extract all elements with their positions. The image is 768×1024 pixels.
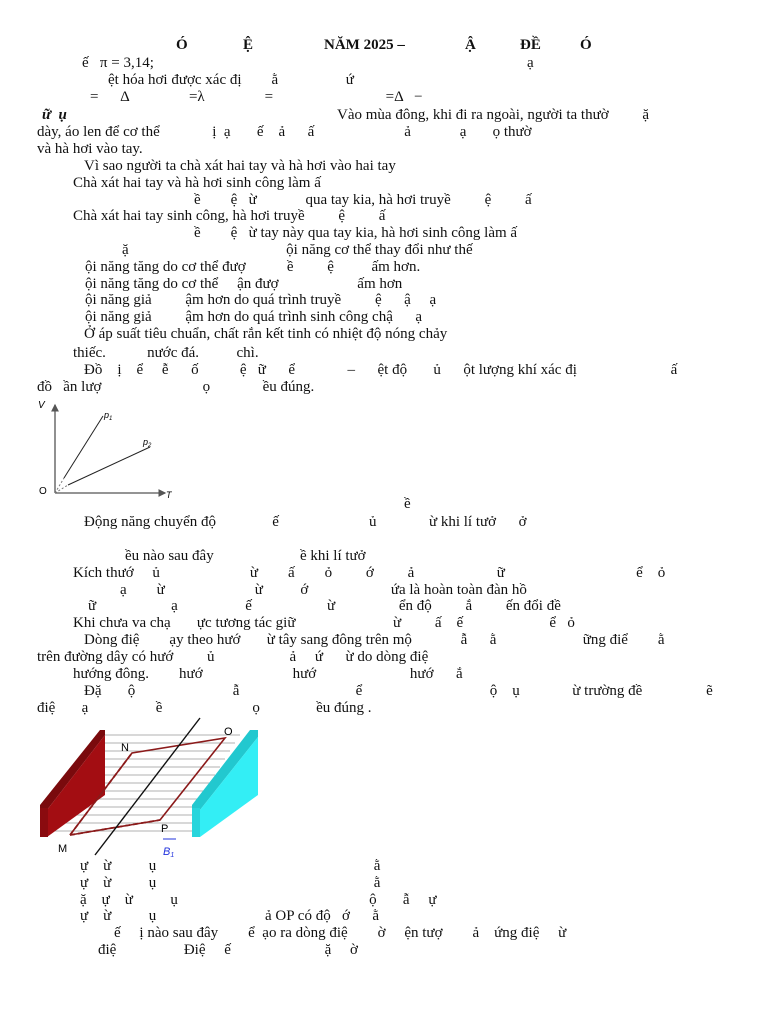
answer-option: ội năng tăng do cơ thể đượ ề ệ ấm hơn.: [85, 259, 421, 275]
text-line: dày, áo len để cơ thể ị ạ ế ả ấ ả ạ ọ th…: [37, 124, 532, 140]
p2-label: p2: [142, 437, 152, 449]
origin-label: O: [39, 486, 47, 497]
section-label: ữ ụ: [42, 107, 67, 123]
right-plate: [200, 737, 258, 837]
text-line: ệt hóa hơi được xác đị ằ ứ: [108, 72, 354, 88]
title-part: Ậ: [465, 37, 476, 53]
title-part: Ó: [580, 37, 592, 53]
left-plate-edge: [40, 808, 48, 837]
answer-option: ội năng tăng do cơ thể ận đượ ấm hơn: [85, 276, 403, 292]
answer-option: ự ừ ụ ằ: [80, 875, 381, 891]
field-lines: [50, 734, 240, 832]
right-plate-edge: [192, 808, 200, 837]
text-fragment: ạ: [527, 55, 534, 71]
question: Vì sao người ta chà xát hai tay và hà hơ…: [84, 158, 396, 174]
p2-isobar: [67, 446, 151, 486]
answer-option: ề ệ ừ qua tay kia, hà hơi truyề ệ ấ: [194, 192, 532, 208]
text-line: Vào mùa đông, khi đi ra ngoài, người ta …: [337, 107, 650, 123]
formula-line: = Δ =λ = =Δ −: [90, 89, 423, 105]
question: điệ ạ ề ọ ều đúng .: [37, 700, 372, 716]
right-plate-top: [192, 730, 258, 810]
p2-extrapolation: [54, 484, 69, 494]
loop-side-mn: [69, 752, 133, 836]
magnetic-field-figure: N O P M B1: [40, 717, 258, 859]
constants-line: ế π = 3,14;: [82, 55, 154, 71]
question: Dòng điệ ạy theo hướ ừ tây sang đông trê…: [84, 632, 665, 648]
question: Đặ ộ ẫ ể ộ ụ ừ trường đề ẽ: [84, 683, 713, 699]
answer-option: ự ừ ụ ằ: [80, 858, 381, 874]
field-label: B1: [163, 846, 174, 859]
answer-option: ề ệ ừ tay này qua tay kia, hà hơi sinh c…: [194, 225, 518, 241]
answer-option: ặ ự ừ ụ ộ ẫ ự: [80, 892, 437, 908]
answer-options: hướng đông. hướ hướ hướ ắ: [73, 666, 463, 682]
answer-options: thiếc. nước đá. chì.: [73, 345, 259, 361]
t-axis-label: T: [166, 490, 173, 500]
p1-label: p1: [103, 410, 112, 422]
question: ều nào sau đây ề khi lí tưở: [125, 548, 366, 564]
title-part: Ó: [176, 37, 188, 53]
answer-option: ự ừ ụ ả OP có độ ớ ằ: [80, 908, 380, 924]
answer-option: ội năng giả ậm hơn do quá trình sinh côn…: [85, 309, 423, 325]
answer-options: điệ Điệ ế ặ ờ: [98, 942, 358, 958]
title-part: Ệ: [243, 37, 254, 53]
question: ặ ội năng cơ thể thay đổi như thế: [122, 242, 473, 258]
text-line: và hà hơi vào tay.: [37, 141, 143, 157]
answer-option: Chà xát hai tay sinh công, hà hơi truyề …: [73, 208, 386, 224]
label-o: O: [224, 726, 233, 738]
question: Động năng chuyển độ ế ủ ừ khi lí tưở ở: [84, 514, 527, 530]
p1-isobar: [63, 415, 104, 479]
vt-graph: V T O p1 p2: [38, 400, 173, 500]
label-m: M: [58, 843, 67, 855]
label-n: N: [121, 742, 129, 754]
left-plate-top: [40, 730, 105, 810]
answer-option: Chà xát hai tay và hà hơi sinh công làm …: [73, 175, 321, 191]
loop-side-mp: [69, 819, 161, 836]
text-fragment: ề: [404, 496, 411, 512]
question: Ở áp suất tiêu chuẩn, chất rắn kết tinh …: [84, 326, 448, 342]
answer-option: ạ ừ ừ ớ ứa là hoàn toàn đàn hồ: [120, 582, 527, 598]
question: Đồ ị ể ễ ố ệ ữ ể – ệt độ ủ ột lượng khí …: [84, 362, 678, 378]
question: đồ ần lượ ọ ều đúng.: [37, 379, 315, 395]
answer-option: Kích thướ ủ ừ ấ ỏ ớ ả ữ ể ỏ: [73, 565, 666, 581]
question: ế ị nào sau đây ể ạo ra dòng điệ ờ ện tư…: [114, 925, 567, 941]
label-p: P: [161, 823, 168, 835]
answer-option: ữ ạ ế ừ ển độ ắ ến đổi đề: [88, 598, 561, 614]
left-plate: [47, 735, 105, 837]
title-part: ĐỀ: [520, 37, 541, 53]
title-year: NĂM 2025 –: [324, 37, 405, 53]
p1-extrapolation: [54, 477, 65, 494]
v-axis-label: V: [38, 400, 46, 411]
question: trên đường dây có hướ ủ ả ứ ừ do dòng đi…: [37, 649, 429, 665]
rotation-axis: [94, 717, 201, 856]
answer-option: ội năng giả ậm hơn do quá trình truyề ệ …: [85, 292, 437, 308]
answer-option: Khi chưa va chạ ực tương tác giữ ừ ấ ế ể…: [73, 615, 575, 631]
